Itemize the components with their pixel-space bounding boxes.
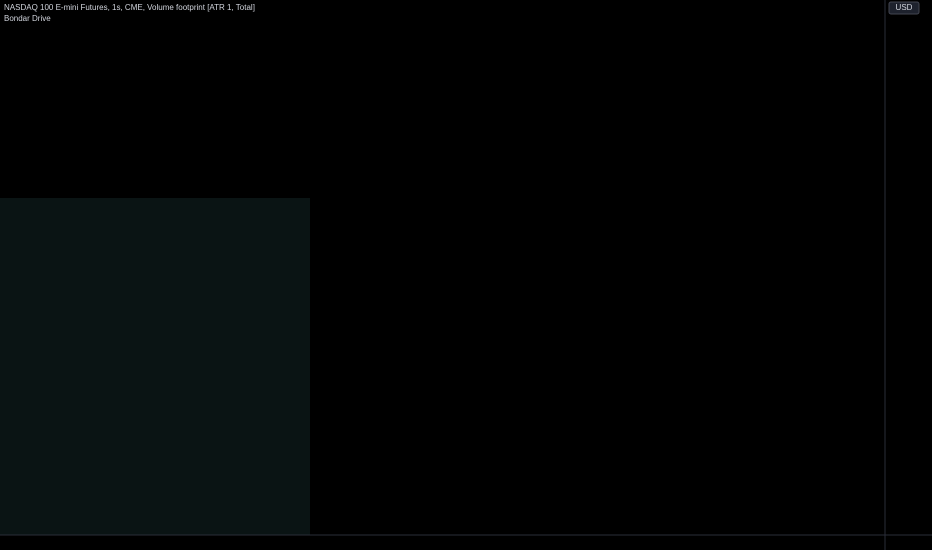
currency-label[interactable]: USD bbox=[896, 3, 913, 12]
indicator-name: Bondar Drive bbox=[4, 14, 51, 23]
symbol-title: NASDAQ 100 E-mini Futures, 1s, CME, Volu… bbox=[4, 3, 255, 12]
currency-button[interactable] bbox=[888, 1, 920, 15]
session-shade bbox=[0, 198, 310, 535]
